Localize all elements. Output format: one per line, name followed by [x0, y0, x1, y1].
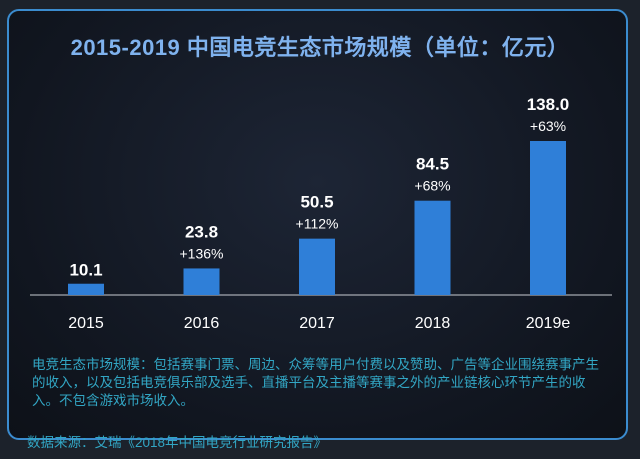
data-source: 数据来源：艾瑞《2018年中国电竞行业研究报告》 [27, 435, 328, 450]
bar-2016 [183, 268, 220, 295]
x-tick-label: 2017 [299, 315, 335, 332]
definition-note: 电竞生态市场规模：包括赛事门票、周边、众筹等用户付费以及赞助、广告等企业围绕赛事… [32, 357, 599, 408]
growth-label: +63% [530, 118, 566, 134]
value-label: 50.5 [300, 193, 333, 212]
x-tick-label: 2018 [415, 315, 451, 332]
value-label: 10.1 [69, 261, 102, 280]
value-label: 138.0 [527, 95, 570, 114]
bar-2017 [299, 238, 335, 295]
bar-2018 [414, 200, 451, 295]
chart-title: 2015-2019 中国电竞生态市场规模（单位：亿元） [70, 35, 570, 60]
x-tick-label: 2016 [184, 315, 220, 332]
growth-label: +136% [180, 245, 224, 261]
growth-label: +112% [296, 216, 339, 232]
bar-chart: 10.1 2015 23.8 +136% 2016 50.5 +112% 2017 84.5 +6… [30, 95, 612, 332]
value-label: 23.8 [185, 222, 218, 241]
bar-2015 [68, 283, 104, 295]
growth-label: +68% [414, 178, 450, 194]
x-tick-label: 2019e [526, 315, 571, 332]
value-label: 84.5 [416, 155, 449, 174]
bar-2019e [530, 141, 566, 295]
x-tick-label: 2015 [68, 315, 104, 332]
chart-panel [7, 9, 628, 440]
